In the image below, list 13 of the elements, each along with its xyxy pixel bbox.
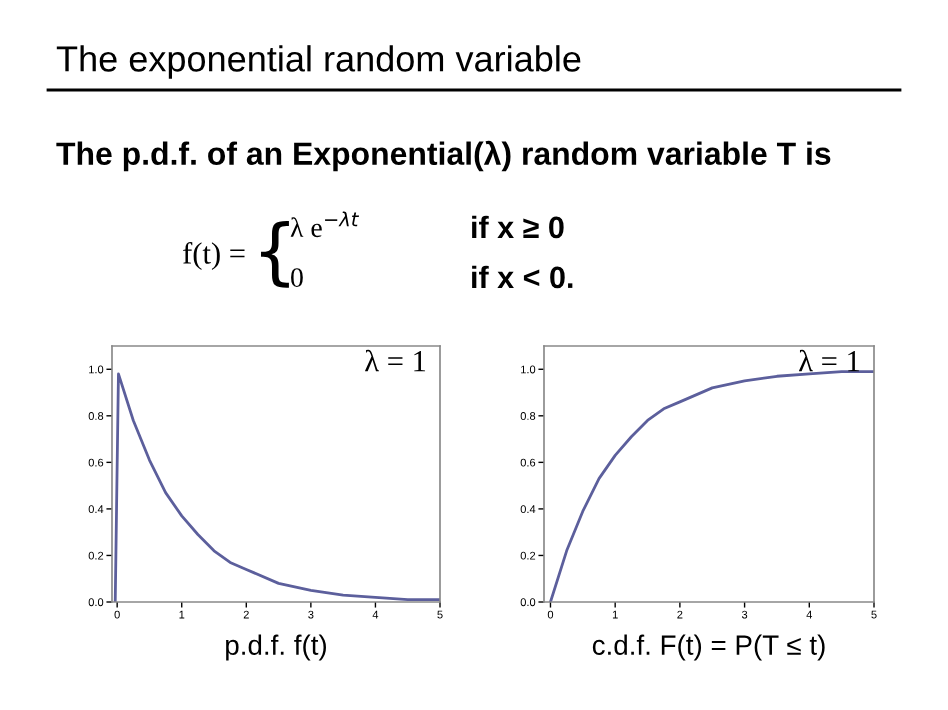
chart-subtitle: The p.d.f. of an Exponential(λ) random variable T is <box>56 140 831 172</box>
text: f(t) = <box>183 241 245 271</box>
line-series <box>549 370 874 602</box>
text: { <box>261 221 289 288</box>
annotation: λ = 1 <box>365 349 426 372</box>
text: 0 <box>291 268 303 287</box>
x-axis-title: p.d.f. f(t) <box>226 634 326 661</box>
text: if x < 0. <box>472 265 573 289</box>
annotation: λ = 1 <box>799 349 859 372</box>
text: if x ≥ 0 <box>472 215 564 239</box>
chart-title: The exponential random variable <box>56 45 581 79</box>
x-axis-title: c.d.f. F(t) = P(T ≤ t) <box>592 634 825 661</box>
text: λ e$^{−λt}$ <box>290 211 360 238</box>
